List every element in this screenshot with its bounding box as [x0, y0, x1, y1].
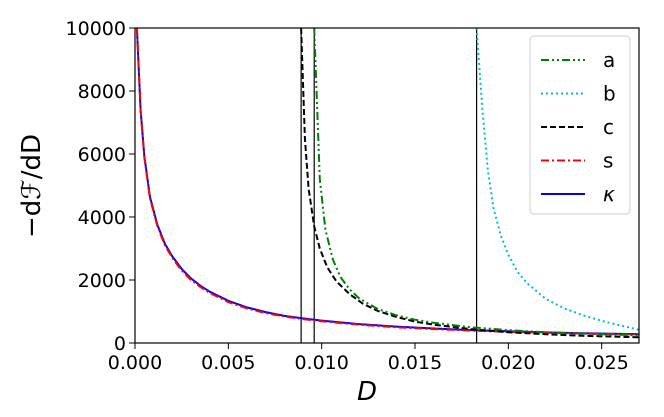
y-tick-label: 2000: [78, 270, 126, 292]
series-line-3: [300, 28, 639, 339]
y-axis-label: −dℱ/dD: [17, 134, 47, 238]
reference-lines: [300, 28, 478, 343]
series-line-2: [475, 28, 639, 331]
y-tick-label: 6000: [78, 144, 126, 166]
y-tick-label: 0: [114, 333, 126, 355]
y-tick-label: 10000: [66, 18, 126, 40]
legend-label: s: [603, 149, 613, 173]
series-line-1: [313, 28, 639, 337]
x-tick-label: 0.010: [294, 352, 348, 374]
series-line-4: [135, 28, 639, 336]
series-layer: [135, 28, 639, 339]
x-tick-label: 0.005: [201, 352, 255, 374]
y-tick-label: 8000: [78, 81, 126, 103]
x-tick-label: 0.020: [481, 352, 535, 374]
plot-frame: [134, 27, 640, 344]
x-axis: 0.000 0.005 0.010 0.015 0.020 0.025: [108, 343, 629, 374]
legend-label: b: [603, 82, 616, 106]
legend-label: a: [603, 48, 615, 72]
y-tick-label: 4000: [78, 207, 126, 229]
y-axis: 0 2000 4000 6000 8000 10000: [66, 18, 135, 355]
x-tick-label: 0.000: [108, 352, 162, 374]
x-tick-label: 0.025: [574, 352, 628, 374]
x-tick-label: 0.015: [388, 352, 442, 374]
legend-label: c: [603, 115, 614, 139]
x-axis-label: D: [357, 377, 377, 407]
legend-box: [529, 35, 631, 215]
legend-label: κ: [603, 182, 615, 206]
